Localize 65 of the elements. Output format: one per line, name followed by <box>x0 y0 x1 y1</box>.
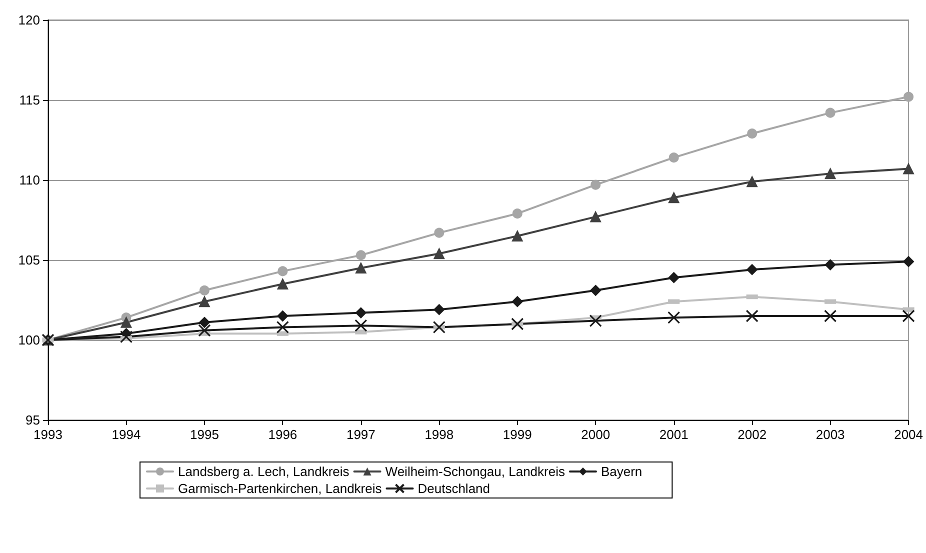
point <box>511 318 524 330</box>
point <box>590 284 602 296</box>
x-tick-label: 1998 <box>424 427 454 442</box>
point <box>590 180 601 190</box>
point <box>824 168 836 180</box>
point <box>512 208 522 219</box>
point <box>903 163 914 174</box>
point <box>668 152 679 163</box>
y-tick-label: 115 <box>19 92 40 108</box>
point <box>668 192 680 204</box>
point <box>747 128 758 139</box>
point <box>355 262 366 274</box>
point <box>668 311 680 324</box>
point <box>356 250 366 260</box>
point <box>589 314 602 328</box>
y-tick-label: 120 <box>18 12 40 28</box>
point <box>434 228 444 238</box>
point <box>746 310 758 322</box>
point <box>198 324 211 337</box>
point <box>120 316 132 328</box>
point <box>512 296 523 308</box>
point <box>590 211 602 222</box>
point <box>668 272 680 284</box>
point <box>198 296 210 308</box>
y-tick-label: 110 <box>19 172 40 188</box>
x-tick-label: 2004 <box>894 427 923 442</box>
legend-label: Deutschland <box>418 481 490 496</box>
x-tick-label: 2003 <box>816 427 845 442</box>
point <box>902 310 915 322</box>
point <box>824 310 837 322</box>
point <box>904 92 914 102</box>
point <box>277 278 288 290</box>
point <box>278 266 288 276</box>
x-tick-label: 1997 <box>346 427 376 442</box>
point <box>434 304 445 316</box>
point <box>903 256 914 268</box>
x-tick-label: 1993 <box>34 427 62 442</box>
x-tick-label: 1996 <box>268 427 298 442</box>
legend-label: Garmisch-Partenkirchen, Landkreis <box>178 481 382 496</box>
point <box>824 259 836 270</box>
legend-label: Landsberg a. Lech, Landkreis <box>178 464 350 479</box>
point <box>825 108 836 118</box>
point <box>434 248 445 260</box>
point <box>120 330 133 344</box>
x-tick-label: 2002 <box>738 427 767 442</box>
point <box>432 320 446 334</box>
y-tick-label: 100 <box>18 332 40 348</box>
point <box>354 319 368 332</box>
legend-label: Bayern <box>600 464 642 479</box>
legend-label: Weilheim-Schongau, Landkreis <box>385 464 566 479</box>
x-tick-label: 1994 <box>112 427 141 442</box>
point <box>277 310 288 322</box>
x-tick-label: 1999 <box>502 427 532 442</box>
point <box>198 316 210 328</box>
point <box>199 285 210 296</box>
x-tick-label: 2001 <box>659 427 688 442</box>
point <box>746 176 758 188</box>
x-tick-label: 1995 <box>190 427 219 442</box>
point <box>276 320 289 334</box>
y-tick-label: 95 <box>26 412 40 428</box>
point <box>746 264 758 276</box>
point <box>355 307 366 318</box>
y-tick-label: 105 <box>18 252 40 268</box>
point <box>512 230 523 242</box>
x-tick-label: 2000 <box>581 427 610 442</box>
